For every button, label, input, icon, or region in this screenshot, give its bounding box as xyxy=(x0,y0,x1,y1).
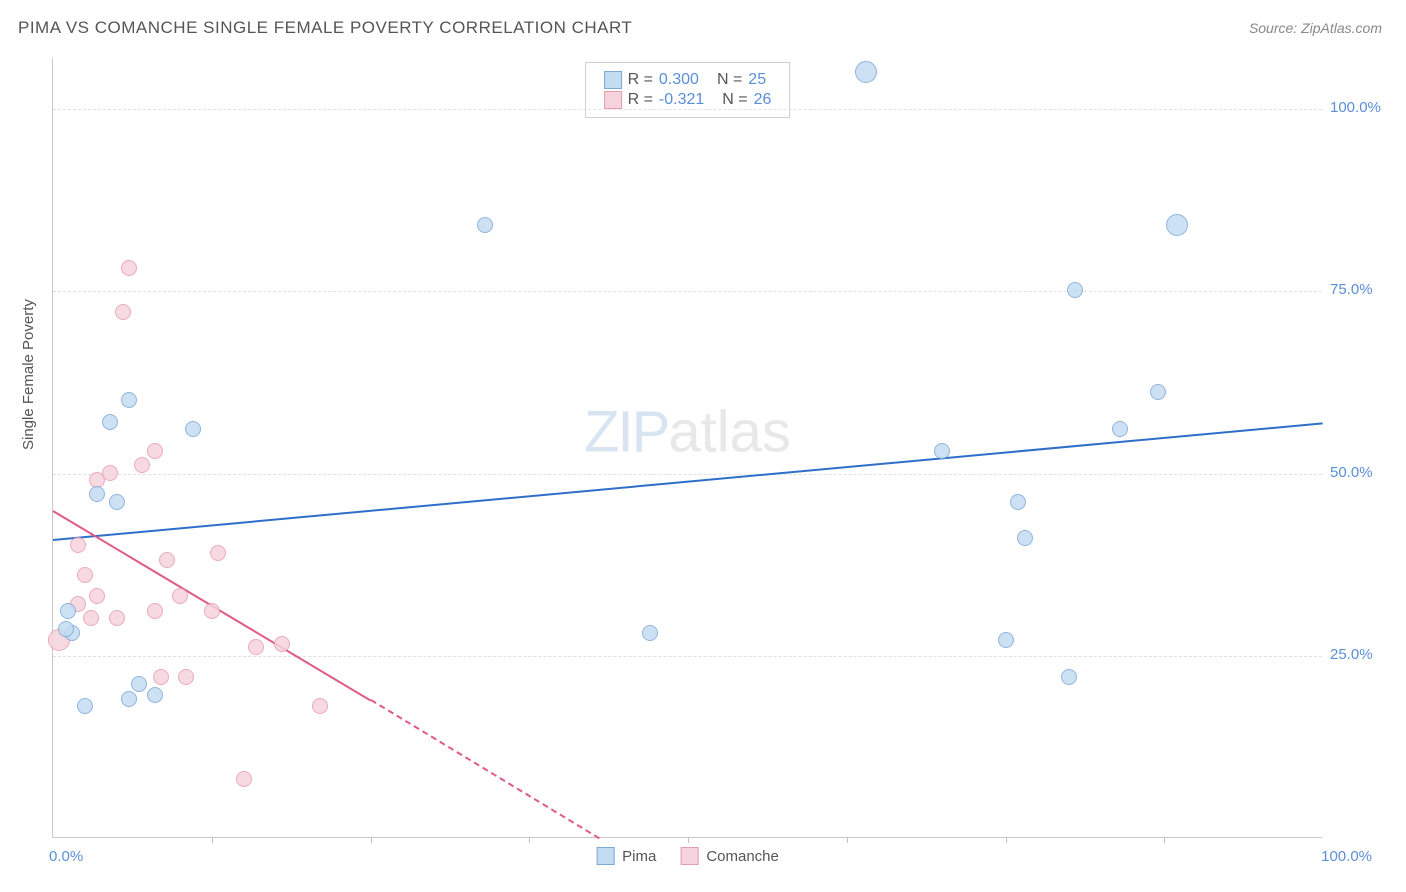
source-attribution: Source: ZipAtlas.com xyxy=(1249,20,1382,36)
pima-point xyxy=(1166,214,1188,236)
legend-item-pima: Pima xyxy=(596,847,656,865)
y-tick-label: 100.0% xyxy=(1330,99,1400,116)
pima-point xyxy=(77,698,93,714)
pima-swatch-icon xyxy=(604,71,622,89)
comanche-point xyxy=(210,545,226,561)
pima-point xyxy=(89,486,105,502)
pima-r-value: 0.300 xyxy=(659,71,699,89)
comanche-swatch-icon xyxy=(680,847,698,865)
gridline-h xyxy=(53,109,1322,110)
pima-series-label: Pima xyxy=(622,848,656,865)
pima-point xyxy=(855,61,877,83)
y-tick-label: 25.0% xyxy=(1330,646,1400,663)
comanche-point xyxy=(89,588,105,604)
legend-row-comanche: R = -0.321 N = 26 xyxy=(604,91,772,109)
pima-point xyxy=(642,625,658,641)
comanche-point xyxy=(147,443,163,459)
x-tick xyxy=(1006,837,1007,843)
gridline-h xyxy=(53,474,1322,475)
x-tick xyxy=(529,837,530,843)
pima-point xyxy=(121,392,137,408)
comanche-point xyxy=(204,603,220,619)
watermark: ZIPatlas xyxy=(584,398,791,465)
comanche-point xyxy=(147,603,163,619)
n-label: N = xyxy=(722,91,747,109)
pima-point xyxy=(1067,282,1083,298)
x-tick xyxy=(212,837,213,843)
pima-point xyxy=(121,691,137,707)
comanche-point xyxy=(248,639,264,655)
pima-n-value: 25 xyxy=(748,71,766,89)
pima-point xyxy=(102,414,118,430)
x-axis-max-label: 100.0% xyxy=(1321,848,1372,865)
gridline-h xyxy=(53,656,1322,657)
pima-point xyxy=(131,676,147,692)
watermark-zip: ZIP xyxy=(584,399,668,464)
x-axis-min-label: 0.0% xyxy=(49,848,83,865)
comanche-point xyxy=(178,669,194,685)
pima-point xyxy=(185,421,201,437)
pima-point xyxy=(1112,421,1128,437)
comanche-point xyxy=(153,669,169,685)
comanche-point xyxy=(274,636,290,652)
pima-point xyxy=(1017,530,1033,546)
r-label: R = xyxy=(628,91,653,109)
chart-title: PIMA VS COMANCHE SINGLE FEMALE POVERTY C… xyxy=(18,18,632,38)
scatter-chart: ZIPatlas R = 0.300 N = 25 R = -0.321 N =… xyxy=(52,58,1322,838)
legend-item-comanche: Comanche xyxy=(680,847,779,865)
x-tick xyxy=(847,837,848,843)
n-label: N = xyxy=(717,71,742,89)
pima-point xyxy=(147,687,163,703)
pima-point xyxy=(998,632,1014,648)
comanche-swatch-icon xyxy=(604,91,622,109)
pima-point xyxy=(1010,494,1026,510)
gridline-h xyxy=(53,291,1322,292)
comanche-point xyxy=(236,771,252,787)
comanche-r-value: -0.321 xyxy=(659,91,704,109)
pima-point xyxy=(60,603,76,619)
pima-point xyxy=(58,621,74,637)
comanche-point xyxy=(172,588,188,604)
y-axis-title: Single Female Poverty xyxy=(20,299,37,450)
pima-point xyxy=(477,217,493,233)
chart-header: PIMA VS COMANCHE SINGLE FEMALE POVERTY C… xyxy=(0,0,1406,46)
x-tick xyxy=(688,837,689,843)
comanche-series-label: Comanche xyxy=(706,848,779,865)
comanche-point xyxy=(109,610,125,626)
comanche-point xyxy=(102,465,118,481)
y-tick-label: 50.0% xyxy=(1330,464,1400,481)
comanche-n-value: 26 xyxy=(754,91,772,109)
x-tick xyxy=(1164,837,1165,843)
comanche-point xyxy=(115,304,131,320)
pima-point xyxy=(1150,384,1166,400)
pima-point xyxy=(934,443,950,459)
r-label: R = xyxy=(628,71,653,89)
comanche-point xyxy=(77,567,93,583)
x-tick xyxy=(371,837,372,843)
trendline xyxy=(53,422,1323,541)
pima-point xyxy=(109,494,125,510)
comanche-point xyxy=(159,552,175,568)
y-tick-label: 75.0% xyxy=(1330,281,1400,298)
watermark-atlas: atlas xyxy=(668,399,791,464)
pima-swatch-icon xyxy=(596,847,614,865)
pima-point xyxy=(1061,669,1077,685)
series-legend: Pima Comanche xyxy=(596,847,779,865)
comanche-point xyxy=(70,537,86,553)
trendline xyxy=(370,700,600,840)
comanche-point xyxy=(312,698,328,714)
legend-row-pima: R = 0.300 N = 25 xyxy=(604,71,772,89)
comanche-point xyxy=(83,610,99,626)
comanche-point xyxy=(134,457,150,473)
comanche-point xyxy=(121,260,137,276)
